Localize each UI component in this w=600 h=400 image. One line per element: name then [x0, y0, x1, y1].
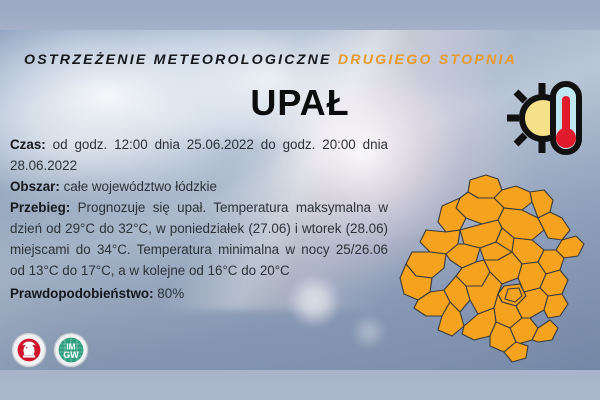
probability-label: Prawdopodobieństwo: — [10, 286, 154, 301]
detail-value: Prognozuje się upał. Temperatura maksyma… — [10, 200, 388, 278]
probability-value: 80% — [153, 286, 185, 301]
detail-value: od godz. 12:00 dnia 25.06.2022 do godz. … — [10, 137, 388, 173]
page-title: UPAŁ — [250, 82, 350, 123]
detail-row-time: Czas: od godz. 12:00 dnia 25.06.2022 do … — [10, 134, 388, 176]
sun-glow — [258, 48, 468, 258]
bottom-border-bar — [0, 370, 600, 400]
imgw-logo-line1: IM — [66, 341, 75, 351]
detail-row-probability: Prawdopodobieństwo: 80% — [10, 286, 184, 301]
sun-thermometer-icon — [497, 72, 589, 164]
lodzkie-voivodeship-map — [398, 168, 598, 368]
warning-header-prefix: OSTRZEŻENIE METEOROLOGICZNE — [24, 52, 338, 68]
logo-row: IM GW — [12, 333, 88, 367]
poland-state-emblem-logo — [12, 333, 46, 367]
detail-row-area: Obszar: całe województwo łódzkie — [10, 176, 388, 197]
warning-header: OSTRZEŻENIE METEOROLOGICZNE DRUGIEGO STO… — [24, 52, 517, 68]
imgw-logo-line2: GW — [63, 350, 79, 360]
detail-label: Obszar: — [10, 179, 60, 194]
warning-header-accent: DRUGIEGO STOPNIA — [337, 52, 518, 68]
detail-value: całe województwo łódzkie — [59, 179, 217, 194]
top-border-bar — [0, 0, 600, 30]
detail-label: Czas: — [10, 137, 46, 152]
lens-flare-ball — [352, 315, 386, 349]
warning-details: Czas: od godz. 12:00 dnia 25.06.2022 do … — [10, 134, 388, 281]
lens-flare-ball — [288, 275, 340, 327]
imgw-logo: IM GW — [54, 333, 88, 367]
detail-row-course: Przebieg: Prognozuje się upał. Temperatu… — [10, 197, 388, 281]
detail-label: Przebieg: — [10, 200, 71, 215]
